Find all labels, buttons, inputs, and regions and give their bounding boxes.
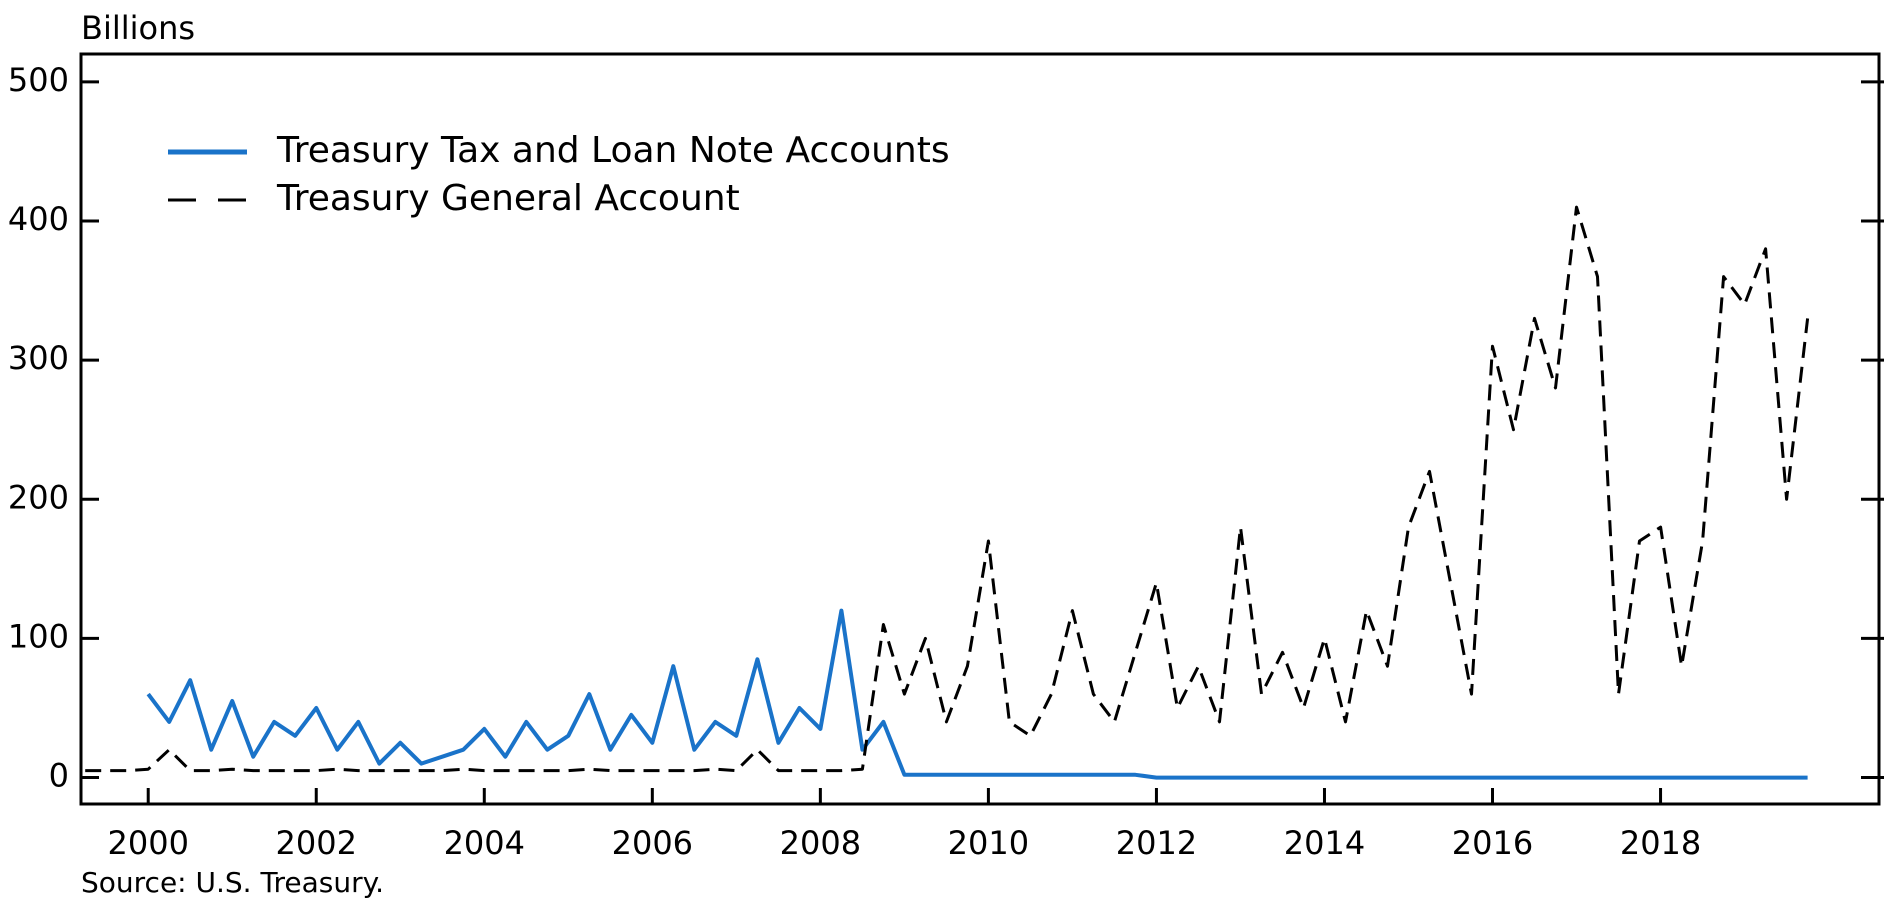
plot-frame <box>79 52 1881 806</box>
y-axis-label: Billions <box>81 9 195 47</box>
y-tick-label: 500 <box>8 61 69 99</box>
x-tick-label: 2014 <box>1284 824 1365 862</box>
series-line <box>85 205 1810 773</box>
y-tick-label: 400 <box>8 200 69 238</box>
x-tick-label: 2012 <box>1116 824 1197 862</box>
legend-label: Treasury Tax and Loan Note Accounts <box>276 130 950 171</box>
x-tick-label: 2016 <box>1452 824 1533 862</box>
y-tick-label: 0 <box>49 757 69 795</box>
y-tick-label: 100 <box>8 617 69 655</box>
x-tick-label: 2008 <box>780 824 861 862</box>
x-tick-label: 2004 <box>444 824 525 862</box>
series-line <box>146 608 1808 780</box>
x-tick-label: 2006 <box>612 824 693 862</box>
y-tick-label: 200 <box>8 478 69 516</box>
source-note: Source: U.S. Treasury. <box>81 866 384 899</box>
x-tick-label: 2000 <box>107 824 188 862</box>
legend-label: Treasury General Account <box>276 178 740 219</box>
x-tick-label: 2018 <box>1620 824 1701 862</box>
x-tick-label: 2002 <box>276 824 357 862</box>
y-tick-label: 300 <box>8 339 69 377</box>
x-tick-label: 2010 <box>948 824 1029 862</box>
